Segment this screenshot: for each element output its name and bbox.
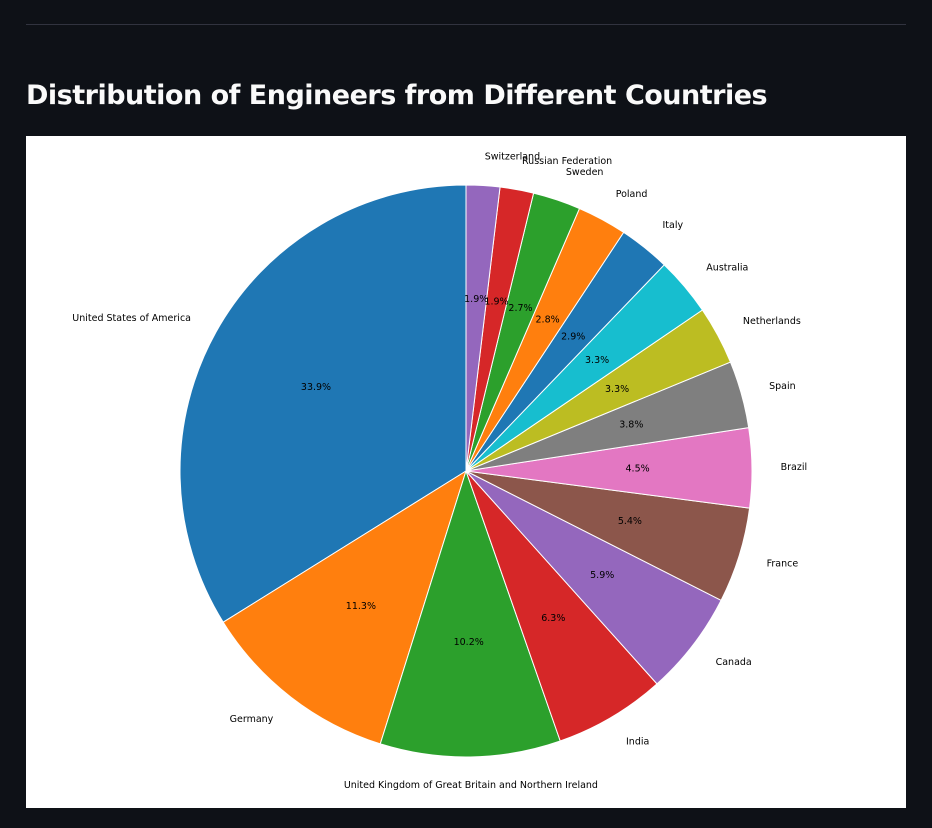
percent-label-netherlands: 3.3% xyxy=(605,384,629,395)
percent-label-poland: 2.8% xyxy=(536,315,560,326)
pie-slice-germany xyxy=(222,470,467,745)
page-title: Distribution of Engineers from Different… xyxy=(26,80,768,111)
country-label-france: France xyxy=(767,558,799,569)
pie-slice-united-kingdom-of-great-britain-and-northern-ireland xyxy=(379,470,561,758)
country-label-netherlands: Netherlands xyxy=(743,316,801,327)
country-label-switzerland: Switzerland xyxy=(485,152,540,163)
country-label-canada: Canada xyxy=(716,657,752,668)
pie-slice-united-states-of-america xyxy=(179,184,467,623)
percent-label-switzerland: 1.9% xyxy=(464,294,488,305)
percent-label-germany: 11.3% xyxy=(346,601,376,612)
country-label-australia: Australia xyxy=(706,263,748,274)
pie-slices xyxy=(179,184,753,758)
percent-label-sweden: 2.7% xyxy=(508,303,532,314)
percent-labels: 33.9% 11.3% 10.2% 6.3% 5.9% 5.4% 4.5% 3.8% 3.3% 3… xyxy=(301,294,650,648)
country-label-united-kingdom-of-great-britain-and-northern-ireland: United Kingdom of Great Britain and Nort… xyxy=(344,780,598,791)
percent-label-canada: 5.9% xyxy=(590,570,614,581)
country-labels: United States of America Germany United Ki… xyxy=(72,152,807,792)
country-label-poland: Poland xyxy=(616,189,648,200)
country-label-germany: Germany xyxy=(230,714,274,725)
pie-slice-india xyxy=(465,470,658,742)
percent-label-france: 5.4% xyxy=(618,516,642,527)
country-label-italy: Italy xyxy=(663,220,684,231)
country-label-india: India xyxy=(626,736,649,747)
top-divider xyxy=(26,24,906,25)
country-label-russian-federation: Russian Federation xyxy=(522,156,612,167)
country-label-sweden: Sweden xyxy=(566,167,604,178)
percent-label-spain: 3.8% xyxy=(619,420,643,431)
pie-chart: 33.9% 11.3% 10.2% 6.3% 5.9% 5.4% 4.5% 3.8% 3.3% 3… xyxy=(72,152,807,792)
percent-label-australia: 3.3% xyxy=(585,355,609,366)
percent-label-russian-federation: 1.9% xyxy=(484,297,508,308)
pie-slice-switzerland xyxy=(465,184,501,472)
percent-label-brazil: 4.5% xyxy=(626,464,650,475)
percent-label-india: 6.3% xyxy=(541,613,565,624)
percent-label-united-states-of-america: 33.9% xyxy=(301,382,331,393)
percent-label-united-kingdom-of-great-britain-and-northern-ireland: 10.2% xyxy=(454,637,484,648)
percent-label-italy: 2.9% xyxy=(561,332,585,343)
country-label-united-states-of-america: United States of America xyxy=(72,313,191,324)
pie-chart-container: 33.9% 11.3% 10.2% 6.3% 5.9% 5.4% 4.5% 3.8% 3.3% 3… xyxy=(26,136,906,808)
country-label-brazil: Brazil xyxy=(781,462,808,473)
country-label-spain: Spain xyxy=(769,381,796,392)
